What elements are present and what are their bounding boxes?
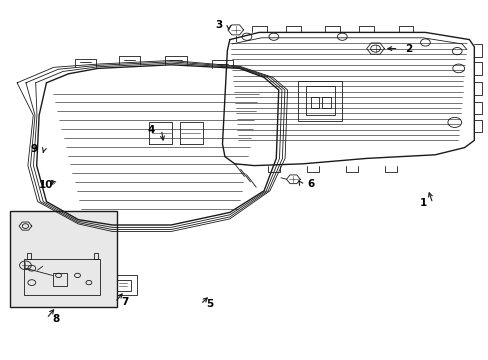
Text: 4: 4 (147, 125, 155, 135)
Bar (53, 273, 67, 286)
Bar (27, 253, 31, 259)
Text: 9: 9 (31, 144, 38, 154)
Text: 8: 8 (53, 314, 60, 324)
Text: 2: 2 (404, 44, 411, 54)
Bar (94, 253, 98, 259)
Text: 5: 5 (206, 299, 213, 309)
Text: 6: 6 (306, 179, 313, 189)
Text: 3: 3 (215, 20, 222, 30)
Bar (10, 211, 117, 307)
Text: 10: 10 (39, 180, 54, 190)
Bar (322, 97, 330, 108)
Text: 7: 7 (121, 297, 128, 307)
Bar (24, 259, 100, 295)
Bar (310, 97, 319, 108)
Bar (109, 275, 137, 295)
Text: 1: 1 (419, 198, 426, 208)
Bar (298, 81, 342, 121)
Bar (305, 86, 334, 115)
Bar (116, 280, 130, 291)
